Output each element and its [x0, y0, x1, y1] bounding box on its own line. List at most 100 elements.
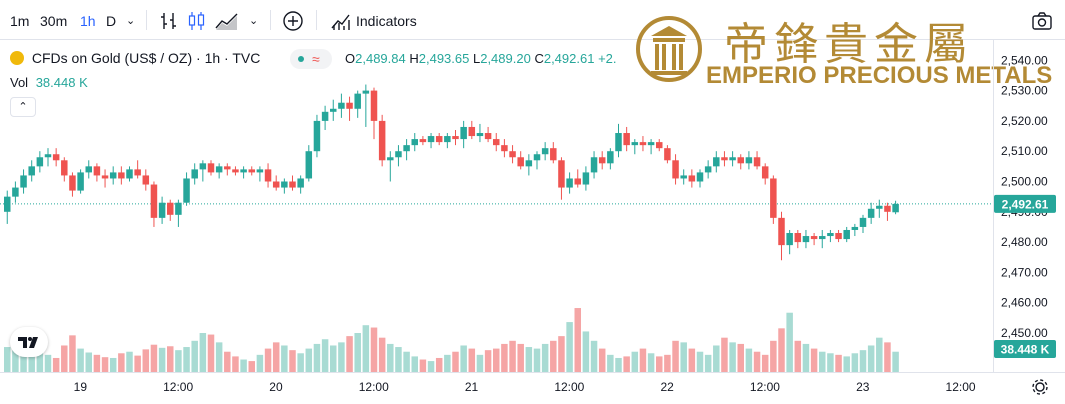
- candle-body: [827, 233, 834, 237]
- candle-body: [378, 120, 386, 161]
- volume-bar: [607, 354, 614, 372]
- camera-icon[interactable]: [1031, 11, 1053, 31]
- toolbar-divider: [146, 10, 147, 30]
- x-tick-label: 19: [74, 380, 88, 394]
- volume-bar: [558, 336, 565, 372]
- indicators-button[interactable]: Indicators: [356, 13, 417, 29]
- interval-d[interactable]: D: [106, 13, 117, 29]
- candle-body: [876, 205, 883, 209]
- interval-1m[interactable]: 1m: [10, 13, 30, 29]
- x-tick-label: 12:00: [554, 380, 584, 394]
- volume-bar: [639, 348, 647, 372]
- indicators-icon[interactable]: [330, 11, 352, 31]
- collapse-legend-button[interactable]: ⌃: [10, 97, 36, 117]
- candle-body: [525, 160, 533, 167]
- market-status-badge[interactable]: ≈: [290, 49, 332, 69]
- candle-body: [330, 108, 337, 112]
- candle-body: [574, 178, 581, 185]
- candlestick-chart[interactable]: 2,450.002,460.002,470.002,480.002,490.00…: [0, 40, 1065, 404]
- candle-body: [786, 233, 793, 246]
- candle-body: [615, 133, 622, 152]
- y-tick-label: 2,500.00: [1001, 175, 1048, 189]
- status-dot-icon: [298, 56, 304, 62]
- candle-body: [305, 151, 313, 179]
- candle-body: [696, 172, 704, 182]
- wave-icon: ≈: [312, 51, 320, 67]
- volume-bar: [859, 350, 867, 372]
- interval-30m[interactable]: 30m: [40, 13, 68, 29]
- interval-1h[interactable]: 1h: [80, 13, 96, 29]
- volume-bar: [85, 352, 92, 372]
- y-tick-label: 2,530.00: [1001, 84, 1048, 98]
- candle-body: [256, 169, 264, 173]
- volume-bar: [664, 354, 671, 372]
- volume-bar: [541, 343, 549, 372]
- volume-bar: [688, 348, 696, 372]
- high-label: H: [409, 51, 419, 66]
- volume-bar: [77, 348, 84, 372]
- volume-tag: [994, 340, 1056, 358]
- x-tick-label: 22: [660, 380, 674, 394]
- volume-bar: [867, 345, 875, 372]
- volume-bar: [770, 340, 777, 372]
- y-tick-label: 2,470.00: [1001, 265, 1048, 279]
- candles-icon[interactable]: [186, 11, 208, 31]
- candle-body: [69, 175, 76, 191]
- candle-body: [753, 157, 761, 167]
- volume-bar: [52, 357, 60, 372]
- tradingview-logo-icon[interactable]: [10, 327, 48, 357]
- candle-body: [44, 154, 52, 158]
- candle-body: [289, 181, 296, 188]
- candle-body: [183, 178, 190, 203]
- volume-bar: [199, 333, 207, 372]
- candle-body: [362, 90, 370, 94]
- x-tick-label: 12:00: [163, 380, 193, 394]
- candle-body: [770, 178, 777, 218]
- candle-body: [468, 126, 476, 137]
- candle-body: [778, 217, 785, 246]
- candle-body: [745, 157, 753, 164]
- candle-body: [281, 181, 288, 188]
- volume-bar: [810, 348, 818, 372]
- candle-body: [12, 187, 19, 197]
- y-tick-label: 2,460.00: [1001, 296, 1048, 310]
- add-compare-icon[interactable]: [282, 10, 304, 32]
- candle-body: [533, 154, 541, 161]
- y-tick-label: 2,520.00: [1001, 114, 1048, 128]
- ohlc-values: O2,489.84 H2,493.65 L2,489.20 C2,492.61 …: [345, 51, 617, 66]
- volume-bar: [101, 357, 109, 372]
- chevron-down-icon[interactable]: ⌄: [249, 15, 259, 27]
- candle-body: [859, 217, 867, 227]
- x-tick-label: 12:00: [946, 380, 976, 394]
- volume-bar: [313, 343, 321, 372]
- volume-bar: [851, 353, 859, 372]
- candle-body: [517, 157, 524, 167]
- volume-bar: [835, 354, 842, 372]
- volume-bar: [69, 335, 76, 372]
- candle-body: [631, 142, 639, 146]
- x-tick-label: 12:00: [359, 380, 389, 394]
- volume-bar: [501, 343, 508, 372]
- volume-bar: [884, 342, 891, 372]
- candle-body: [680, 175, 687, 179]
- volume-bar: [134, 355, 141, 372]
- area-chart-icon[interactable]: [214, 11, 240, 31]
- settings-gear-icon[interactable]: [1031, 378, 1049, 396]
- volume-bar: [256, 354, 264, 372]
- volume-bar: [191, 340, 198, 372]
- candle-body: [884, 205, 891, 212]
- volume-bar: [378, 337, 386, 372]
- volume-bar: [525, 347, 533, 372]
- volume-bar: [656, 356, 663, 372]
- candle-body: [647, 142, 655, 146]
- bar-chart-type-icon[interactable]: [159, 11, 181, 31]
- symbol-title[interactable]: CFDs on Gold (US$ / OZ) · 1h · TVC: [31, 50, 261, 66]
- candle-body: [892, 203, 899, 213]
- chevron-down-icon[interactable]: ⌄: [126, 15, 136, 27]
- candle-body: [321, 111, 329, 121]
- volume-bar: [183, 347, 190, 372]
- candle-body: [590, 157, 598, 173]
- price-axis[interactable]: [993, 40, 1065, 372]
- volume-bar: [118, 353, 125, 372]
- volume-bar: [574, 308, 581, 372]
